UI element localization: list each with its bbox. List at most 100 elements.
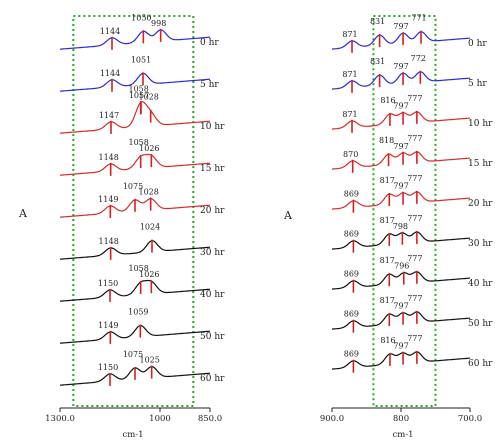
right-peak-label: 871 — [342, 70, 357, 79]
right-peak-label: 871 — [342, 110, 357, 119]
right-peak-label: 777 — [407, 94, 422, 103]
right-peak-label: 817 — [380, 256, 395, 265]
left-time-label: 40 hr — [200, 290, 225, 300]
left-x-tick-label: 1000 — [149, 414, 171, 424]
left-spectrum-line — [59, 153, 211, 176]
right-peak-label: 816 — [380, 96, 395, 105]
right-time-label: 30 hr — [468, 239, 493, 249]
right-y-axis-label: A — [283, 209, 293, 222]
right-peak-label: 797 — [393, 22, 408, 31]
left-peak-label: 1147 — [99, 111, 119, 120]
right-spectrum-line — [331, 191, 471, 210]
left-peak-label: 1149 — [98, 321, 118, 330]
left-peak-label: 1058 — [128, 138, 148, 147]
left-peak-label: 1150 — [98, 279, 118, 288]
left-spectrum-line — [59, 72, 211, 92]
right-peak-label: 797 — [393, 102, 408, 111]
left-peak-label: 1075 — [123, 350, 143, 359]
right-spectrum-line — [331, 151, 471, 170]
left-time-label: 10 hr — [200, 122, 225, 132]
left-trace-5-hr: 1144 1051 5 hr — [59, 55, 219, 92]
right-time-label: 5 hr — [468, 79, 487, 89]
right-peak-label: 777 — [407, 214, 422, 223]
left-trace-50-hr: 1149 1059 50 hr — [59, 308, 225, 344]
right-peak-label: 869 — [344, 350, 359, 359]
right-peak-label: 831 — [370, 17, 385, 26]
left-peak-label: 1051 — [131, 55, 151, 64]
left-peak-label: 1058 — [128, 84, 148, 93]
left-spectrum-line — [59, 325, 211, 344]
right-peak-label: 818 — [379, 136, 394, 145]
left-time-label: 50 hr — [200, 332, 225, 342]
right-peak-label: 870 — [343, 150, 358, 159]
right-x-tick-label: 800 — [393, 414, 409, 424]
left-x-tick-label: 1300.0 — [45, 414, 75, 424]
left-peak-label: 998 — [151, 19, 166, 28]
right-peak-label: 777 — [407, 254, 422, 263]
left-peak-label: 1057 — [129, 91, 149, 100]
left-peak-label: 1028 — [138, 93, 158, 102]
right-peak-label: 816 — [380, 336, 395, 345]
right-time-label: 20 hr — [468, 199, 493, 209]
right-peak-label: 797 — [393, 182, 408, 191]
left-peak-label: 1026 — [139, 270, 159, 279]
right-peak-label: 869 — [344, 310, 359, 319]
left-peak-label: 1144 — [100, 27, 120, 36]
left-peak-label: 1026 — [139, 144, 159, 153]
left-spectrum-line — [59, 279, 211, 302]
left-x-axis-label: cm-1 — [122, 430, 143, 440]
left-peak-label: 1050 — [131, 13, 151, 22]
left-peak-label: 1148 — [98, 153, 118, 162]
right-peak-label: 797 — [393, 62, 408, 71]
left-peak-label: 1144 — [100, 69, 120, 78]
right-spectrum-line — [331, 271, 471, 290]
left-time-label: 5 hr — [200, 80, 219, 90]
left-y-axis-label: A — [18, 207, 28, 220]
left-peak-label: 1024 — [140, 223, 160, 232]
right-x-tick-label: 700.0 — [458, 414, 482, 424]
left-time-label: 0 hr — [200, 38, 219, 48]
left-time-label: 60 hr — [200, 374, 225, 384]
right-spectrum-line — [331, 311, 471, 330]
right-peak-label: 796 — [394, 262, 409, 271]
left-peak-label: 1028 — [138, 188, 158, 197]
right-peak-label: 772 — [411, 54, 426, 63]
right-peak-label: 871 — [342, 30, 357, 39]
right-time-label: 40 hr — [468, 279, 493, 289]
right-spectrum-line — [331, 31, 471, 50]
left-peak-label: 1149 — [98, 195, 118, 204]
left-trace-30-hr: 1148 1024 30 hr — [59, 223, 225, 260]
right-spectrum-line — [331, 71, 471, 90]
right-peak-label: 777 — [407, 174, 422, 183]
left-time-label: 30 hr — [200, 248, 225, 258]
left-peak-label: 1058 — [128, 264, 148, 273]
right-peak-label: 798 — [393, 222, 408, 231]
right-peak-label: 817 — [380, 296, 395, 305]
right-peak-label: 817 — [380, 176, 395, 185]
right-time-label: 15 hr — [468, 159, 493, 169]
left-peak-label: 1148 — [98, 237, 118, 246]
right-x-axis-label: cm-1 — [392, 430, 413, 440]
right-x-tick-label: 900.0 — [320, 414, 344, 424]
right-peak-label: 831 — [370, 57, 385, 66]
right-peak-label: 797 — [393, 142, 408, 151]
right-peak-label: 777 — [407, 294, 422, 303]
right-peak-label: 869 — [344, 190, 359, 199]
left-peak-label: 1059 — [128, 308, 148, 317]
left-peak-label: 1075 — [123, 182, 143, 191]
left-time-label: 15 hr — [200, 164, 225, 174]
